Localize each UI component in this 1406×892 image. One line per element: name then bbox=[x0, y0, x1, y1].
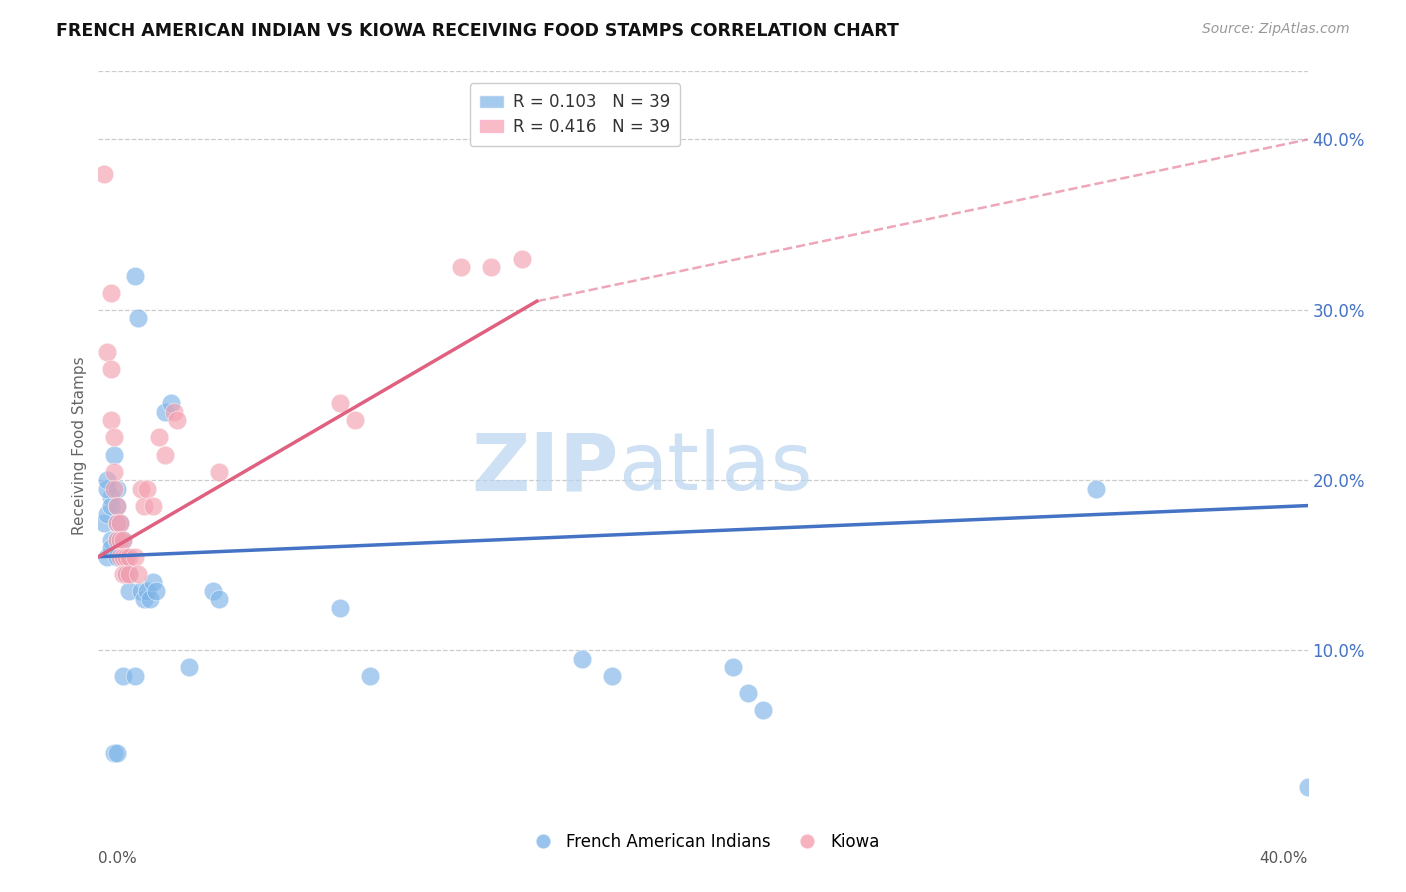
Point bbox=[360, 669, 382, 683]
Point bbox=[153, 448, 176, 462]
Point bbox=[103, 746, 125, 760]
Point bbox=[571, 652, 593, 666]
Point bbox=[481, 260, 503, 275]
Point bbox=[208, 465, 231, 479]
Point bbox=[602, 669, 624, 683]
Point bbox=[100, 499, 122, 513]
Point bbox=[105, 516, 128, 530]
Point bbox=[202, 583, 225, 598]
Point bbox=[100, 413, 122, 427]
Point bbox=[166, 413, 188, 427]
Point bbox=[108, 516, 131, 530]
Point bbox=[163, 405, 186, 419]
Point bbox=[153, 405, 176, 419]
Point bbox=[105, 549, 128, 564]
Point bbox=[96, 482, 118, 496]
Point bbox=[108, 533, 131, 547]
Point bbox=[135, 482, 157, 496]
Legend: French American Indians, Kiowa: French American Indians, Kiowa bbox=[519, 826, 887, 857]
Point bbox=[135, 583, 157, 598]
Point bbox=[114, 549, 136, 564]
Point bbox=[114, 566, 136, 581]
Point bbox=[179, 660, 201, 674]
Point bbox=[93, 516, 115, 530]
Point bbox=[105, 516, 128, 530]
Point bbox=[145, 583, 167, 598]
Point bbox=[142, 499, 165, 513]
Point bbox=[208, 592, 231, 607]
Point bbox=[100, 490, 122, 504]
Point bbox=[132, 592, 155, 607]
Point bbox=[142, 575, 165, 590]
Point bbox=[752, 703, 775, 717]
Point bbox=[114, 549, 136, 564]
Point bbox=[329, 396, 352, 410]
Point bbox=[111, 669, 134, 683]
Point bbox=[723, 660, 745, 674]
Point bbox=[100, 285, 122, 300]
Point bbox=[160, 396, 183, 410]
Point bbox=[114, 566, 136, 581]
Point bbox=[103, 465, 125, 479]
Text: Source: ZipAtlas.com: Source: ZipAtlas.com bbox=[1202, 22, 1350, 37]
Point bbox=[100, 541, 122, 556]
Point bbox=[118, 549, 141, 564]
Point bbox=[105, 533, 128, 547]
Point bbox=[105, 533, 128, 547]
Point bbox=[111, 566, 134, 581]
Point bbox=[118, 566, 141, 581]
Point bbox=[103, 448, 125, 462]
Point bbox=[111, 549, 134, 564]
Point bbox=[737, 686, 759, 700]
Point bbox=[105, 746, 128, 760]
Y-axis label: Receiving Food Stamps: Receiving Food Stamps bbox=[72, 357, 87, 535]
Point bbox=[510, 252, 533, 266]
Point bbox=[1296, 780, 1319, 794]
Point bbox=[96, 345, 118, 359]
Text: 0.0%: 0.0% bbox=[98, 851, 138, 866]
Point bbox=[450, 260, 472, 275]
Point bbox=[96, 549, 118, 564]
Point bbox=[124, 268, 146, 283]
Point bbox=[118, 583, 141, 598]
Point bbox=[148, 430, 170, 444]
Point bbox=[329, 600, 352, 615]
Point bbox=[105, 482, 128, 496]
Point bbox=[108, 533, 131, 547]
Point bbox=[108, 549, 131, 564]
Point bbox=[129, 583, 152, 598]
Point bbox=[118, 566, 141, 581]
Point bbox=[105, 499, 128, 513]
Point bbox=[100, 362, 122, 376]
Text: FRENCH AMERICAN INDIAN VS KIOWA RECEIVING FOOD STAMPS CORRELATION CHART: FRENCH AMERICAN INDIAN VS KIOWA RECEIVIN… bbox=[56, 22, 898, 40]
Point bbox=[124, 669, 146, 683]
Point bbox=[127, 311, 149, 326]
Point bbox=[129, 482, 152, 496]
Point bbox=[124, 549, 146, 564]
Point bbox=[111, 533, 134, 547]
Text: atlas: atlas bbox=[619, 429, 813, 508]
Point bbox=[127, 566, 149, 581]
Point bbox=[96, 473, 118, 487]
Point bbox=[103, 482, 125, 496]
Point bbox=[100, 533, 122, 547]
Point bbox=[108, 516, 131, 530]
Point bbox=[1085, 482, 1108, 496]
Point bbox=[111, 549, 134, 564]
Point bbox=[132, 499, 155, 513]
Point bbox=[96, 507, 118, 521]
Point bbox=[103, 430, 125, 444]
Point bbox=[139, 592, 162, 607]
Text: ZIP: ZIP bbox=[471, 429, 619, 508]
Point bbox=[111, 533, 134, 547]
Point bbox=[105, 499, 128, 513]
Point bbox=[93, 167, 115, 181]
Point bbox=[344, 413, 367, 427]
Text: 40.0%: 40.0% bbox=[1260, 851, 1308, 866]
